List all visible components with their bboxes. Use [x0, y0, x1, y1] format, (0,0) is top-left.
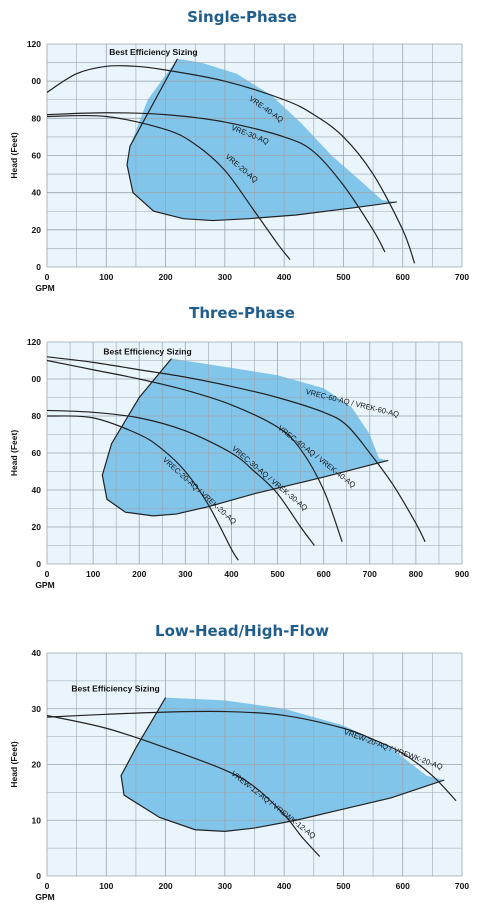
y-tick-label: 20	[32, 760, 42, 770]
efficiency-boundary	[101, 358, 389, 517]
y-axis-label: Head (Feet)	[9, 741, 19, 787]
pump-curve	[46, 714, 321, 857]
pump-curve	[46, 356, 426, 543]
y-tick-label: 120	[27, 39, 41, 49]
x-tick-label: 400	[277, 881, 291, 891]
y-tick-label: 00	[32, 374, 42, 384]
y-tick-label: 10	[32, 815, 42, 825]
x-tick-label: 100	[99, 881, 113, 891]
y-tick-label: 120	[27, 337, 41, 347]
x-tick-label: 800	[409, 569, 423, 579]
x-tick-label: 0	[45, 272, 50, 282]
y-tick-label: 20	[32, 225, 42, 235]
y-tick-label: 80	[32, 113, 42, 123]
x-tick-label: 100	[99, 272, 113, 282]
y-tick-label: 60	[32, 448, 42, 458]
pump-curve	[46, 415, 239, 561]
x-tick-label: 700	[455, 272, 469, 282]
x-tick-label: 200	[132, 569, 146, 579]
x-tick-label: 900	[455, 569, 469, 579]
x-tick-label: 600	[396, 881, 410, 891]
efficiency-boundary	[126, 58, 397, 222]
y-axis-label: Head (Feet)	[9, 430, 19, 476]
y-tick-label: 0	[36, 871, 41, 881]
y-tick-label: 00	[32, 76, 42, 86]
pump-curve	[46, 114, 291, 260]
x-tick-label: 0	[45, 881, 50, 891]
y-tick-label: 30	[32, 704, 42, 714]
x-tick-label: 300	[218, 881, 232, 891]
x-axis-label: GPM	[35, 892, 54, 902]
x-tick-label: 300	[178, 569, 192, 579]
x-tick-label: 700	[363, 569, 377, 579]
y-tick-label: 40	[32, 485, 42, 495]
x-tick-label: 700	[455, 881, 469, 891]
y-tick-label: 80	[32, 411, 42, 421]
pump-curve	[46, 409, 315, 546]
x-tick-label: 600	[396, 272, 410, 282]
x-tick-label: 500	[336, 881, 350, 891]
efficiency-region	[127, 58, 397, 221]
x-tick-label: 600	[317, 569, 331, 579]
pump-curve	[46, 710, 457, 802]
efficiency-label: Best Efficiency Sizing	[71, 684, 159, 694]
pump-curve	[46, 359, 343, 543]
efficiency-label: Best Efficiency Sizing	[103, 347, 191, 357]
x-tick-label: 500	[270, 569, 284, 579]
x-tick-label: 100	[86, 569, 100, 579]
chart-title: Three-Phase	[189, 304, 295, 322]
x-axis-label: GPM	[35, 580, 54, 590]
y-tick-label: 0	[36, 559, 41, 569]
x-tick-label: 300	[218, 272, 232, 282]
efficiency-boundary	[120, 697, 445, 833]
pump-curve	[46, 112, 386, 253]
x-tick-label: 400	[224, 569, 238, 579]
x-tick-label: 500	[336, 272, 350, 282]
x-tick-label: 200	[158, 881, 172, 891]
y-tick-label: 40	[32, 648, 42, 658]
y-tick-label: 40	[32, 188, 42, 198]
efficiency-label: Best Efficiency Sizing	[109, 47, 197, 57]
y-tick-label: 60	[32, 151, 42, 161]
x-axis-label: GPM	[35, 283, 54, 293]
pump-curve	[46, 64, 416, 264]
x-tick-label: 200	[158, 272, 172, 282]
chart-title: Low-Head/High-Flow	[155, 622, 329, 640]
x-tick-label: 0	[45, 569, 50, 579]
y-axis-label: Head (Feet)	[9, 132, 19, 178]
y-tick-label: 20	[32, 522, 42, 532]
x-tick-label: 400	[277, 272, 291, 282]
chart-title: Single-Phase	[187, 8, 297, 26]
y-tick-label: 0	[36, 262, 41, 272]
